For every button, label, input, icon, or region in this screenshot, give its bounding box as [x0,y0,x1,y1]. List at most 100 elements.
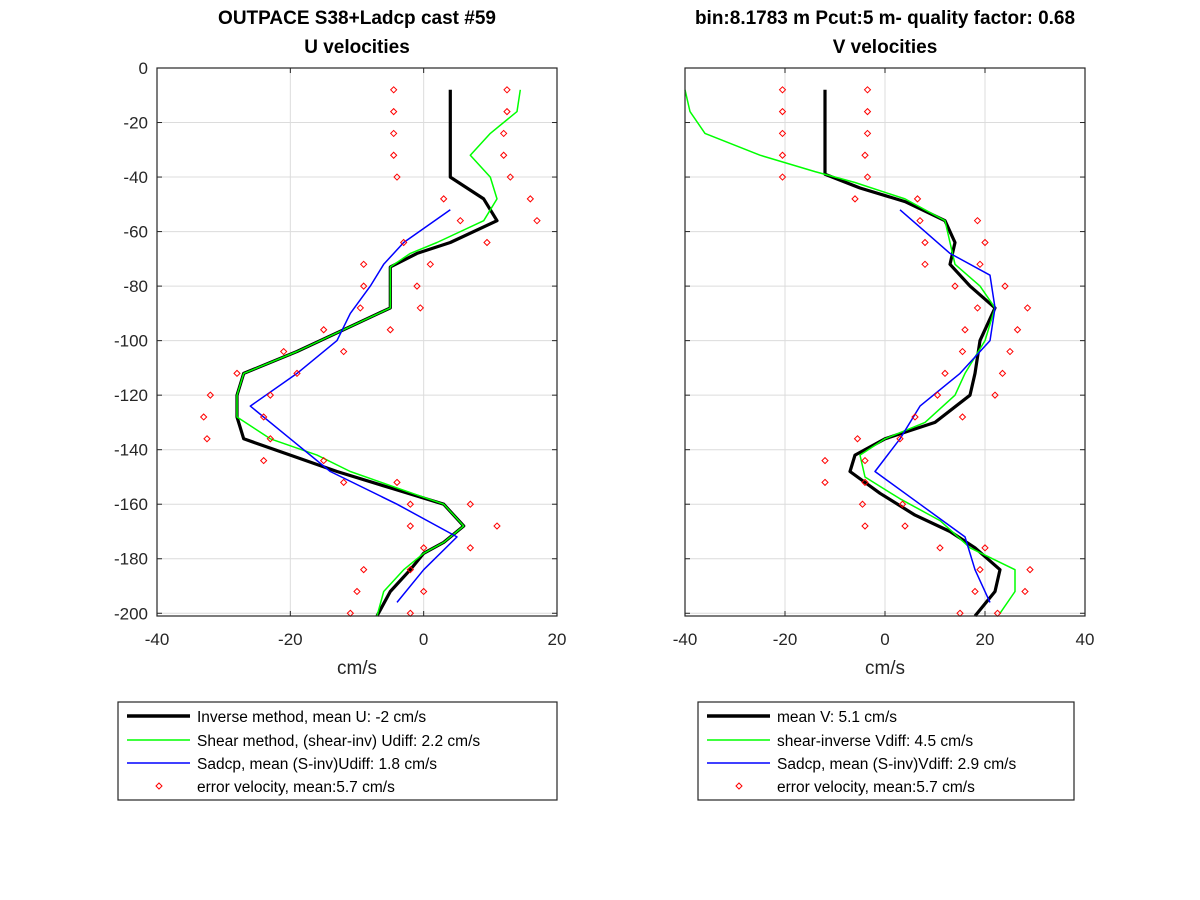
error-velocity-marker [1023,304,1032,312]
error-velocity-marker [426,260,435,269]
error-velocity-marker [503,107,511,116]
error-velocity-marker [861,456,869,465]
error-velocity-marker [861,151,869,159]
error-velocity-marker [858,500,867,508]
v-legend-shear-label: shear-inverse Vdiff: 4.5 cm/s [777,733,973,750]
u-ticks: -40 -20 0 200-20-40-60-80-100-120-140-160-1… [114,59,566,649]
u-legend-box [117,701,558,801]
error-velocity-marker [389,129,398,138]
u-y-tick-label: 0 [139,59,148,78]
error-velocity-marker [998,369,1007,378]
error-velocity-marker [991,391,999,399]
error-velocity-marker [483,238,491,247]
error-velocity-marker [406,500,415,508]
u-sadcp-mean-2-line [249,209,458,603]
error-velocity-marker [339,347,348,356]
u-legend-sadcp-label: Sadcp, mean (S-inv)Udiff: 1.8 cm/s [197,756,437,773]
error-velocity-marker [456,216,465,225]
error-velocity-marker [466,544,475,552]
error-velocity-marker [961,326,969,334]
v-legend-box [697,701,1075,801]
u-y-tick-label: -180 [114,550,148,569]
v-legend: mean V: 5.1 cm/s shear-inverse Vdiff: 4.… [697,701,1075,801]
error-velocity-marker [259,456,268,465]
error-velocity-marker [971,587,979,596]
error-velocity-marker [389,151,398,159]
error-velocity-marker [339,478,348,487]
error-velocity-marker [863,107,872,116]
error-velocity-marker [386,326,395,334]
v-x-axis-label: cm/s [865,658,905,679]
u-legend-error-label: error velocity, mean:5.7 cm/s [197,779,395,796]
error-velocity-marker [416,304,425,312]
error-velocity-marker [393,478,401,487]
error-velocity-marker [896,435,904,443]
error-velocity-marker [863,173,872,181]
u-error-velocity-3-markers [199,86,541,617]
error-velocity-marker [413,282,421,290]
error-velocity-marker [526,195,535,203]
v-x-tick-label: 0 [880,630,889,649]
u-y-tick-label: -160 [114,495,148,514]
u-legend-shear-label: Shear method, (shear-inv) Udiff: 2.2 cm/… [197,733,480,750]
error-velocity-marker [506,173,515,181]
error-velocity-marker [958,347,967,356]
u-y-tick-label: -60 [123,223,148,242]
error-velocity-marker [466,500,475,508]
v-legend-sadcp-label: Sadcp, mean (S-inv)Vdiff: 2.9 cm/s [777,756,1016,773]
error-velocity-marker [951,282,959,290]
error-velocity-marker [861,478,869,487]
u-y-tick-label: -140 [114,441,148,460]
error-velocity-marker [1013,326,1022,334]
error-velocity-marker [861,522,869,530]
u-x-tick-label: -20 [278,630,303,649]
u-legend-inverse-label: Inverse method, mean U: -2 cm/s [197,709,426,726]
error-velocity-marker [266,391,275,399]
error-velocity-marker [499,151,508,159]
v-x-tick-label: 20 [976,630,995,649]
error-velocity-marker [821,456,829,465]
error-velocity-marker [399,238,408,247]
error-velocity-marker [981,238,989,247]
v-ticks: -40 -20 0 20 40 [673,67,1094,649]
u-y-tick-label: -120 [114,386,148,405]
v-series-layer [684,86,1034,618]
u-y-tick-label: -80 [123,277,148,296]
error-velocity-marker [821,478,829,487]
error-velocity-marker [293,369,301,378]
u-panel-subtitle: U velocities [304,37,410,58]
error-velocity-marker [259,413,268,421]
error-velocity-marker [898,500,907,508]
error-velocity-marker [778,107,787,116]
error-velocity-marker [359,565,368,574]
error-velocity-marker [279,347,288,356]
error-velocity-marker [921,238,929,247]
error-velocity-marker [406,522,415,530]
v-sadcp-mean-2-line [874,209,996,603]
error-velocity-marker [851,195,859,203]
error-velocity-marker [976,565,984,574]
error-velocity-marker [1006,347,1014,356]
v-legend-error-label: error velocity, mean:5.7 cm/s [777,779,975,796]
u-y-tick-label: -100 [114,332,148,351]
error-velocity-marker [911,413,919,421]
error-velocity-marker [976,260,984,269]
error-velocity-marker [503,86,511,94]
error-velocity-marker [958,413,967,421]
error-velocity-marker [863,86,872,94]
u-x-tick-label: -40 [145,630,170,649]
error-velocity-marker [973,304,982,312]
error-velocity-marker [936,544,944,552]
error-velocity-marker [933,391,942,399]
error-velocity-marker [913,195,922,203]
u-series-layer [199,86,541,617]
u-y-tick-label: -200 [114,604,148,623]
error-velocity-marker [319,326,328,334]
error-velocity-marker [419,587,428,596]
error-velocity-marker [921,260,929,269]
v-panel-subtitle: V velocities [833,37,938,58]
u-y-tick-label: -40 [123,168,148,187]
error-velocity-marker [203,435,211,443]
error-velocity-marker [356,304,365,312]
